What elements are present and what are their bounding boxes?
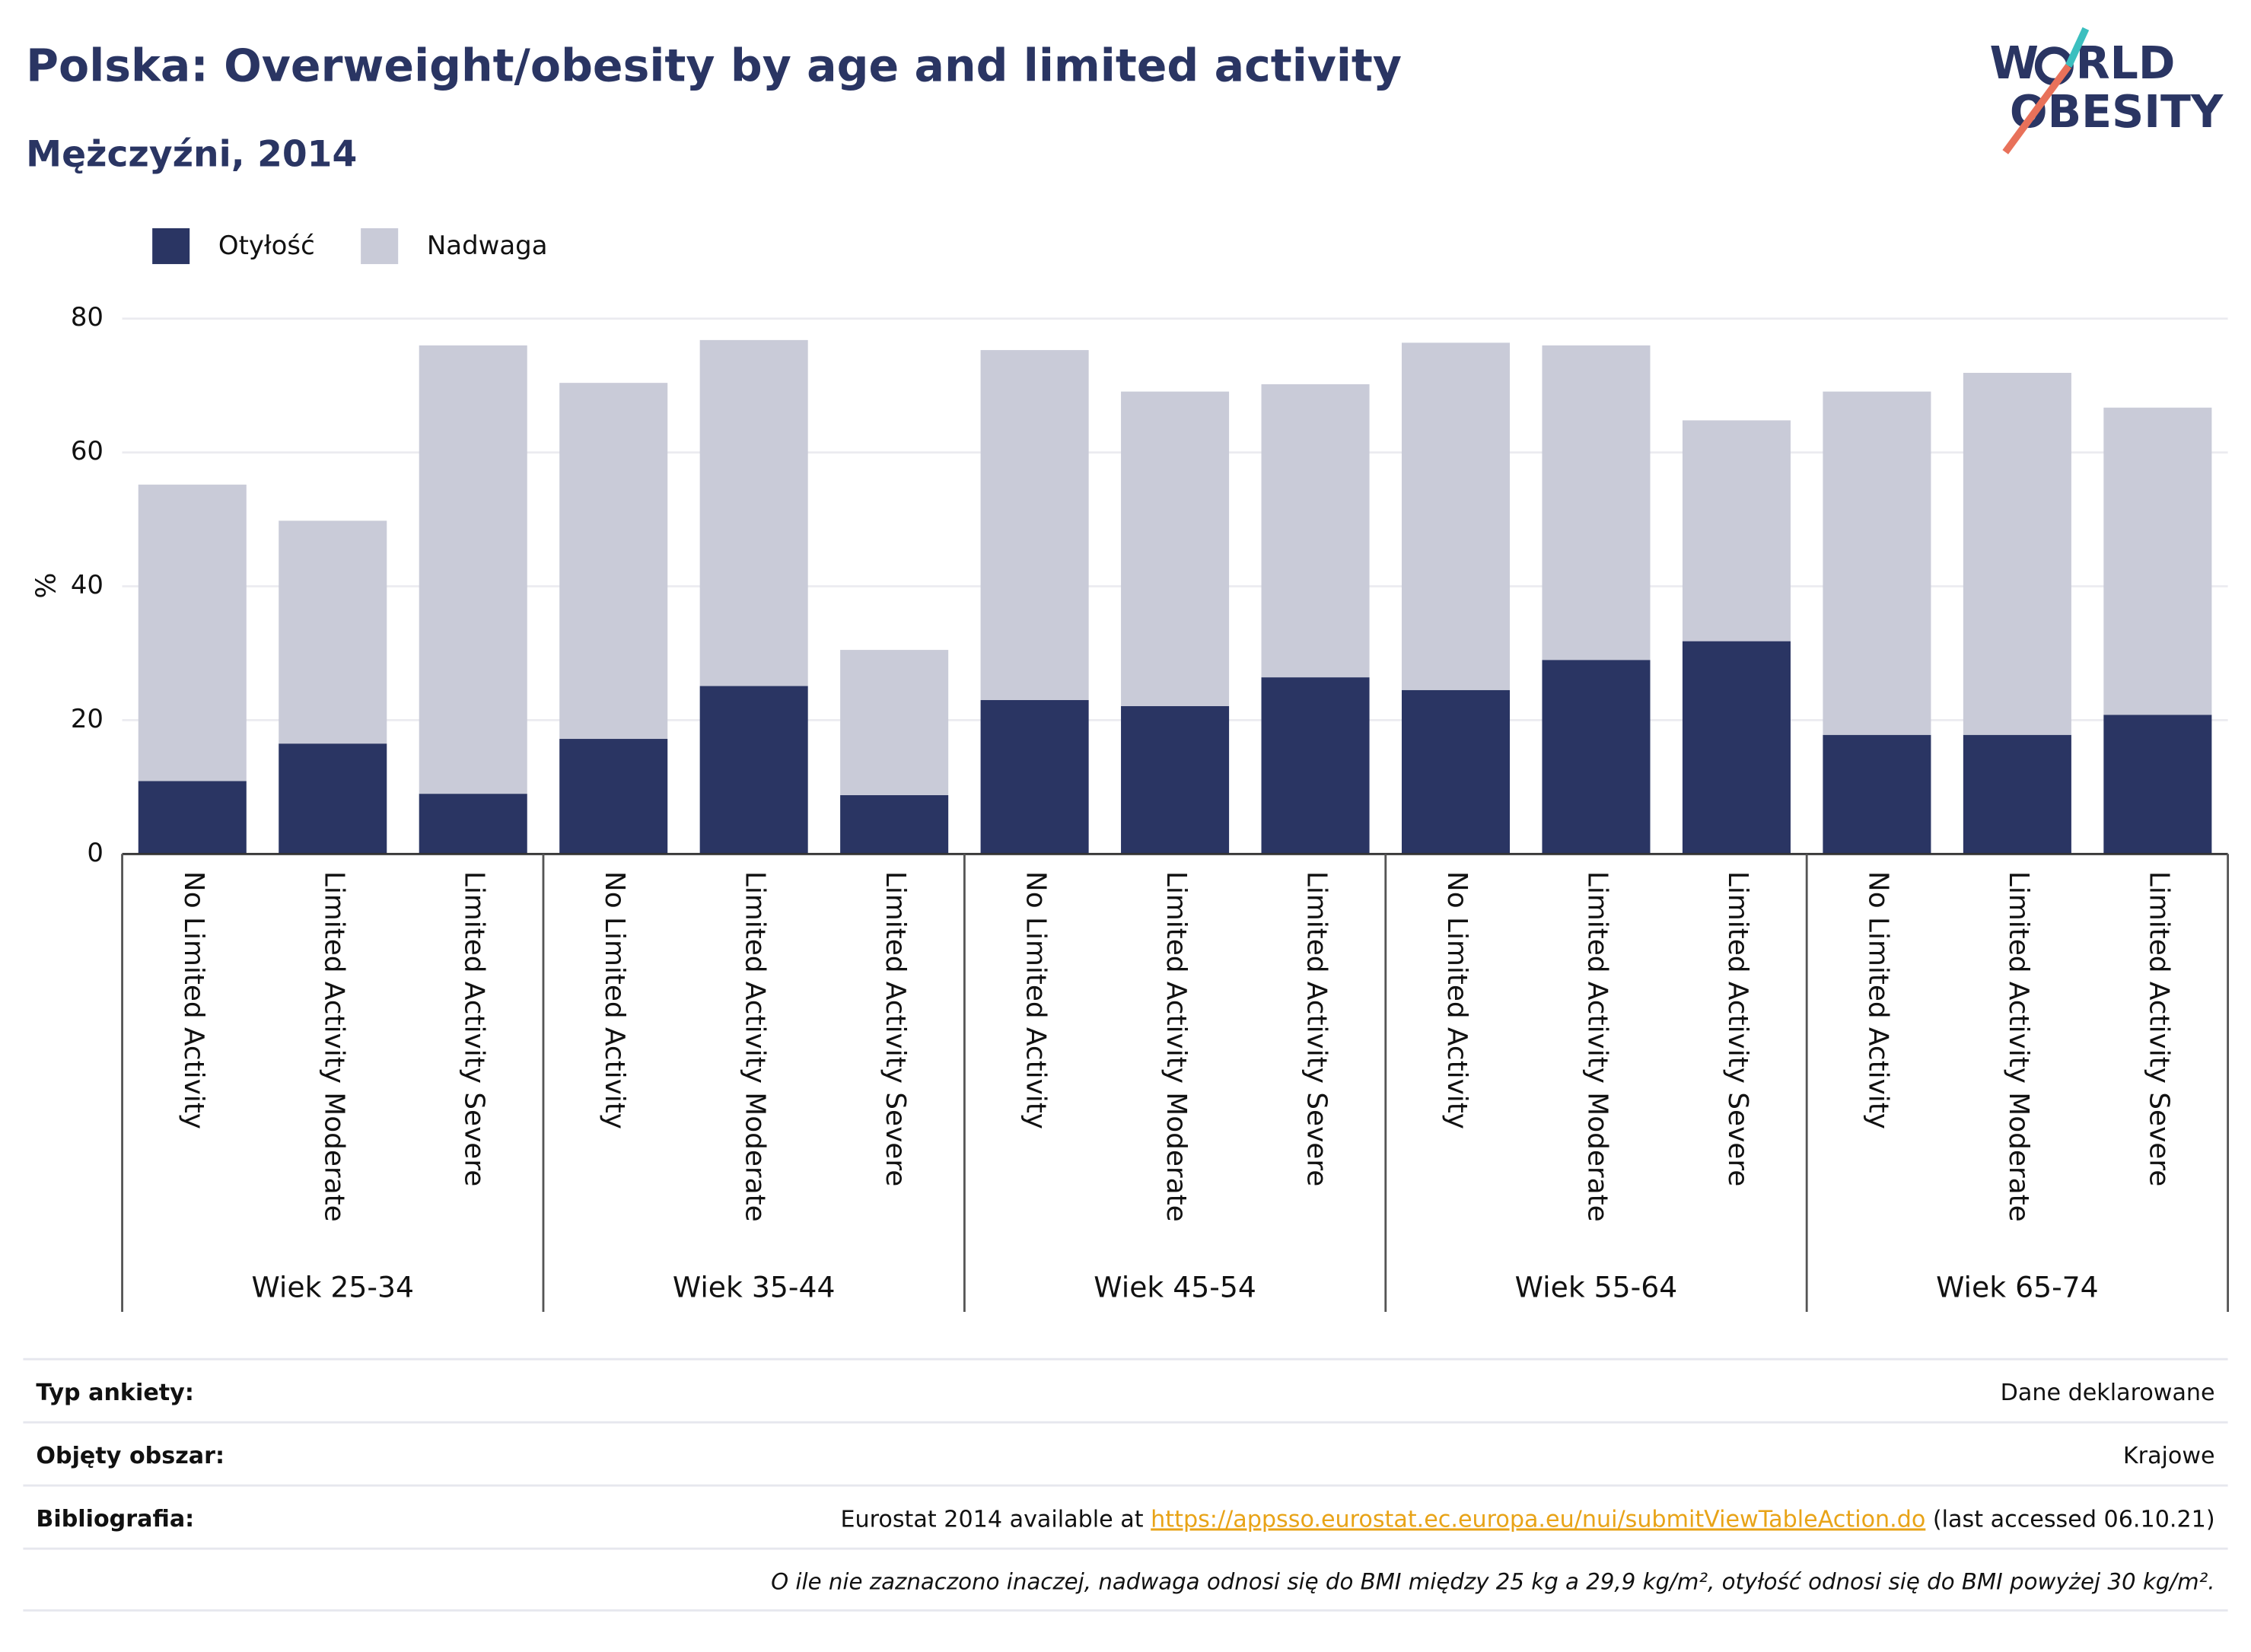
legend-swatch xyxy=(152,228,190,265)
bar-segment xyxy=(1261,677,1370,855)
bar-segment xyxy=(138,781,247,855)
x-tick-label: Limited Activity Moderate xyxy=(1161,871,1192,1222)
x-tick-label: No Limited Activity xyxy=(599,871,630,1129)
bar-segment xyxy=(980,350,1089,701)
bar-segment xyxy=(1682,420,1791,641)
bar-segment xyxy=(840,794,949,855)
bar-segment xyxy=(279,743,387,855)
footer-value: Krajowe xyxy=(2123,1443,2215,1469)
logo-rld: RLD xyxy=(2076,37,2176,89)
group-label: Wiek 35-44 xyxy=(673,1270,836,1303)
bar-segment xyxy=(419,345,527,794)
footer-label: Typ ankiety: xyxy=(36,1380,194,1406)
y-tick-label: 40 xyxy=(71,570,103,600)
group-label: Wiek 45-54 xyxy=(1094,1270,1256,1303)
bar-segment xyxy=(1823,734,1931,855)
group-label: Wiek 25-34 xyxy=(251,1270,414,1303)
x-tick-label: Limited Activity Severe xyxy=(2143,871,2174,1186)
x-tick-label: No Limited Activity xyxy=(178,871,209,1129)
bar-segment xyxy=(1823,391,1931,735)
x-tick-label: Limited Activity Moderate xyxy=(318,871,349,1222)
x-tick-label: Limited Activity Severe xyxy=(1301,871,1332,1186)
bar-segment xyxy=(840,650,949,795)
bar-segment xyxy=(279,520,387,744)
x-tick-label: Limited Activity Severe xyxy=(1722,871,1753,1186)
x-tick-label: Limited Activity Severe xyxy=(880,871,911,1186)
footer-label: Objęty obszar: xyxy=(36,1443,224,1469)
bar-segment xyxy=(1401,689,1511,855)
group-label: Wiek 55-64 xyxy=(1515,1270,1678,1303)
bar-segment xyxy=(980,700,1089,855)
bar-segment xyxy=(1963,372,2071,735)
footer-value: Eurostat 2014 available at https://appss… xyxy=(840,1506,2214,1533)
bar-segment xyxy=(1682,641,1791,855)
bar-segment xyxy=(699,339,808,686)
bar-segment xyxy=(1401,342,1511,690)
bar-segment xyxy=(1121,391,1230,706)
x-tick-label: Limited Activity Moderate xyxy=(1581,871,1613,1222)
chart-title: Polska: Overweight/obesity by age and li… xyxy=(26,40,1402,92)
footer-text: Eurostat 2014 available at xyxy=(840,1506,1151,1533)
footer-note: O ile nie zaznaczono inaczej, nadwaga od… xyxy=(771,1568,2215,1594)
bar-segment xyxy=(138,484,247,781)
bar-segment xyxy=(1542,345,1651,660)
x-tick-label: Limited Activity Moderate xyxy=(740,871,771,1222)
logo-w: W xyxy=(1989,37,2039,89)
x-tick-label: Limited Activity Severe xyxy=(459,871,490,1186)
bar-segment xyxy=(1261,384,1370,678)
legend-label: Otyłość xyxy=(218,231,315,261)
y-tick-label: 60 xyxy=(71,436,103,466)
y-axis-label: % xyxy=(30,573,62,599)
y-tick-label: 20 xyxy=(71,704,103,734)
logo-slash-top xyxy=(2065,27,2090,68)
logo-obesity: OBESITY xyxy=(2010,86,2224,138)
bar-segment xyxy=(1963,734,2071,855)
x-tick-label: No Limited Activity xyxy=(1862,871,1893,1129)
x-tick-label: Limited Activity Moderate xyxy=(2003,871,2034,1222)
logo: W RLD OBESITY xyxy=(1989,27,2224,154)
bar-segment xyxy=(699,686,808,855)
y-tick-label: 80 xyxy=(71,302,103,333)
footer-link[interactable]: https://appsso.eurostat.ec.europa.eu/nui… xyxy=(1151,1506,1925,1533)
x-tick-label: No Limited Activity xyxy=(1441,871,1473,1129)
bar-segment xyxy=(1121,705,1230,855)
bar-segment xyxy=(2103,407,2212,715)
logo-slash-bottom xyxy=(2002,63,2072,154)
bar-segment xyxy=(1542,660,1651,855)
footer-text: (last accessed 06.10.21) xyxy=(1925,1506,2214,1533)
bar-segment xyxy=(559,383,668,740)
bar-segment xyxy=(2103,715,2212,855)
x-tick-label: No Limited Activity xyxy=(1020,871,1052,1129)
legend-label: Nadwaga xyxy=(427,231,548,261)
footer-value: Dane deklarowane xyxy=(2001,1380,2215,1406)
bar-segment xyxy=(419,794,527,855)
chart-subtitle: Mężczyźni, 2014 xyxy=(26,134,357,176)
y-tick-label: 0 xyxy=(87,838,103,868)
legend-swatch xyxy=(361,228,399,265)
footer-label: Bibliografia: xyxy=(36,1506,194,1533)
bar-segment xyxy=(559,739,668,855)
group-label: Wiek 65-74 xyxy=(1936,1270,2099,1303)
